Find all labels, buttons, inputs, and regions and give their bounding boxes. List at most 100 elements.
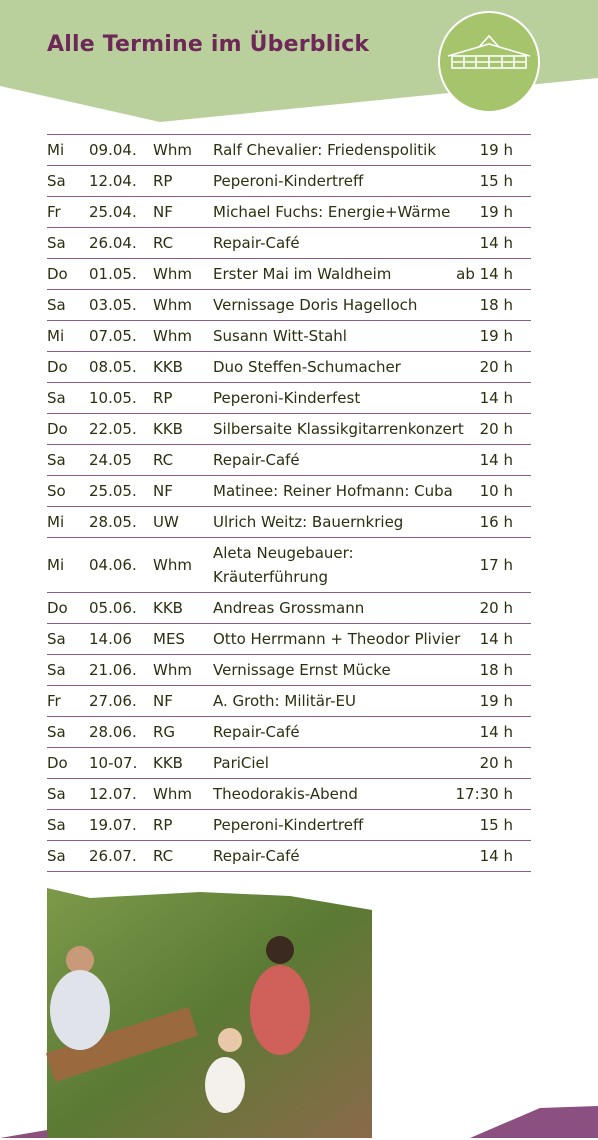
- cell-place: Whm: [153, 556, 192, 574]
- cell-time: 20 h: [479, 420, 513, 438]
- cell-day: Do: [47, 265, 68, 283]
- cell-time: 18 h: [479, 296, 513, 314]
- cell-event: Michael Fuchs: Energie+Wärme: [213, 203, 451, 221]
- cell-event: Matinee: Reiner Hofmann: Cuba: [213, 482, 453, 500]
- cell-time: 14 h: [479, 847, 513, 865]
- schedule-row: Sa 10.05. RP Peperoni-Kinderfest 14 h: [47, 383, 531, 414]
- schedule-row: Sa 14.06 MES Otto Herrmann + Theodor Plivie…: [47, 624, 531, 655]
- cell-event: Peperoni-Kindertreff: [213, 172, 364, 190]
- cell-day: Sa: [47, 389, 66, 407]
- cell-event: Aleta Neugebauer: Kräuterführung: [213, 541, 354, 589]
- cell-date: 10.05.: [89, 389, 137, 407]
- cell-place: MES: [153, 630, 185, 648]
- cell-event: Theodorakis-Abend: [213, 785, 358, 803]
- cell-date: 07.05.: [89, 327, 137, 345]
- logo: [438, 11, 540, 113]
- cell-place: Whm: [153, 265, 192, 283]
- cell-date: 01.05.: [89, 265, 137, 283]
- schedule-row: Sa 28.06. RG Repair-Café 14 h: [47, 717, 531, 748]
- cell-time: 20 h: [479, 599, 513, 617]
- cell-date: 26.07.: [89, 847, 137, 865]
- cell-date: 12.07.: [89, 785, 137, 803]
- cell-day: Mi: [47, 327, 65, 345]
- cell-day: Sa: [47, 234, 66, 252]
- cell-event: Repair-Café: [213, 234, 300, 252]
- schedule-row: Mi 04.06. Whm Aleta Neugebauer: Kräuterführu…: [47, 538, 531, 593]
- cell-date: 03.05.: [89, 296, 137, 314]
- cell-time: 15 h: [479, 172, 513, 190]
- schedule-row: Sa 26.07. RC Repair-Café 14 h: [47, 841, 531, 872]
- schedule-row: Mi 28.05. UW Ulrich Weitz: Bauernkrieg 16 h: [47, 507, 531, 538]
- cell-day: Sa: [47, 296, 66, 314]
- cell-date: 12.04.: [89, 172, 137, 190]
- cell-place: Whm: [153, 661, 192, 679]
- schedule-row: Sa 26.04. RC Repair-Café 14 h: [47, 228, 531, 259]
- cell-event: Ralf Chevalier: Friedenspolitik: [213, 141, 437, 159]
- cell-date: 08.05.: [89, 358, 137, 376]
- cell-date: 21.06.: [89, 661, 137, 679]
- schedule-table: Mi 09.04. Whm Ralf Chevalier: Friedenspolit…: [47, 134, 531, 872]
- cell-date: 22.05.: [89, 420, 137, 438]
- cell-day: Mi: [47, 141, 65, 159]
- cell-event: Vernissage Ernst Mücke: [213, 661, 391, 679]
- cell-time: 20 h: [479, 754, 513, 772]
- cell-place: RG: [153, 723, 176, 741]
- cell-date: 28.06.: [89, 723, 137, 741]
- schedule-row: Sa 19.07. RP Peperoni-Kindertreff 15 h: [47, 810, 531, 841]
- photo-area: [0, 888, 598, 1138]
- schedule-row: Do 05.06. KKB Andreas Grossmann 20 h: [47, 593, 531, 624]
- cell-day: Do: [47, 754, 68, 772]
- cell-time: 15 h: [479, 816, 513, 834]
- cell-event: Andreas Grossmann: [213, 599, 365, 617]
- schedule-row: Fr 27.06. NF A. Groth: Militär-EU 19 h: [47, 686, 531, 717]
- cell-day: Sa: [47, 630, 66, 648]
- cell-place: KKB: [153, 754, 183, 772]
- cell-event: PariCiel: [213, 754, 269, 772]
- cell-time: 17:30 h: [455, 785, 513, 803]
- cell-time: 20 h: [479, 358, 513, 376]
- title: Alle Termine im Überblick: [47, 32, 370, 57]
- cell-time: 19 h: [479, 692, 513, 710]
- cell-day: Do: [47, 358, 68, 376]
- cell-place: RP: [153, 389, 173, 407]
- cell-time: 18 h: [479, 661, 513, 679]
- schedule-row: So 25.05. NF Matinee: Reiner Hofmann: Cuba 1…: [47, 476, 531, 507]
- cell-day: Do: [47, 420, 68, 438]
- schedule-row: Mi 09.04. Whm Ralf Chevalier: Friedenspolit…: [47, 135, 531, 166]
- schedule-row: Fr 25.04. NF Michael Fuchs: Energie+Wärme 19…: [47, 197, 531, 228]
- schedule-row: Do 01.05. Whm Erster Mai im Waldheim ab 14 h: [47, 259, 531, 290]
- cell-date: 14.06: [89, 630, 132, 648]
- schedule-row: Sa 24.05 RC Repair-Café 14 h: [47, 445, 531, 476]
- cell-day: Fr: [47, 692, 61, 710]
- cell-place: Whm: [153, 141, 192, 159]
- cell-time: 14 h: [479, 234, 513, 252]
- cell-place: NF: [153, 692, 173, 710]
- cell-date: 25.05.: [89, 482, 137, 500]
- cell-date: 04.06.: [89, 556, 137, 574]
- schedule-row: Sa 12.04. RP Peperoni-Kindertreff 15 h: [47, 166, 531, 197]
- cell-place: RP: [153, 172, 173, 190]
- cell-time: ab 14 h: [456, 265, 513, 283]
- cell-date: 25.04.: [89, 203, 137, 221]
- cell-place: RC: [153, 234, 174, 252]
- cell-event: Repair-Café: [213, 723, 300, 741]
- cell-line: Kräuterführung: [213, 568, 328, 586]
- schedule-row: Sa 21.06. Whm Vernissage Ernst Mücke 18 h: [47, 655, 531, 686]
- cell-day: Mi: [47, 513, 65, 531]
- cell-place: KKB: [153, 599, 183, 617]
- cell-place: NF: [153, 203, 173, 221]
- cell-event: Otto Herrmann + Theodor Plivier: [213, 630, 461, 648]
- schedule-row: Do 10-07. KKB PariCiel 20 h: [47, 748, 531, 779]
- cell-event: Erster Mai im Waldheim: [213, 265, 392, 283]
- cell-day: So: [47, 482, 66, 500]
- cell-event: Susann Witt-Stahl: [213, 327, 347, 345]
- cell-place: Whm: [153, 327, 192, 345]
- cell-time: 14 h: [479, 630, 513, 648]
- cell-date: 05.06.: [89, 599, 137, 617]
- cell-time: 19 h: [479, 141, 513, 159]
- cell-day: Do: [47, 599, 68, 617]
- cell-event: Peperoni-Kindertreff: [213, 816, 364, 834]
- cell-time: 10 h: [479, 482, 513, 500]
- cell-day: Fr: [47, 203, 61, 221]
